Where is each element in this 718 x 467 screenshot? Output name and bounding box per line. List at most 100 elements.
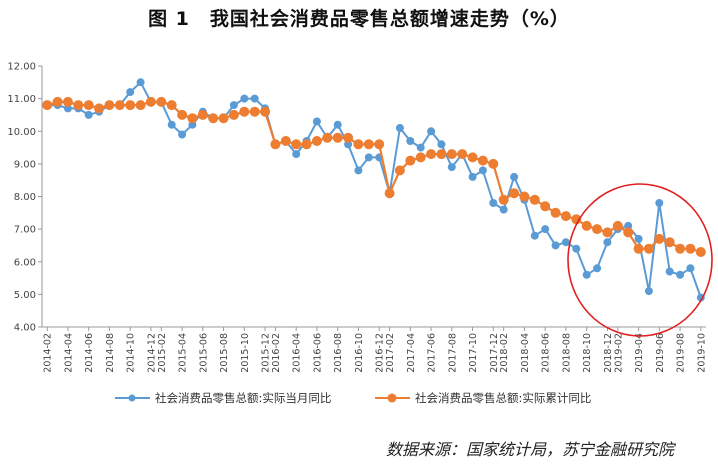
legend-label-cumulative: 社会消费品零售总额:实际累计同比 bbox=[415, 391, 591, 405]
data-point-monthly bbox=[665, 267, 674, 276]
y-tick-label: 8.00 bbox=[14, 192, 36, 203]
data-point-monthly bbox=[395, 124, 404, 132]
x-tick-label: 2017-02 bbox=[385, 333, 396, 373]
data-point-cumulative bbox=[519, 191, 530, 202]
x-tick-label: 2019-02 bbox=[613, 333, 624, 373]
data-point-cumulative bbox=[73, 100, 84, 111]
x-tick-label: 2014-04 bbox=[63, 333, 74, 373]
series-line-cumulative bbox=[46, 100, 702, 254]
data-point-cumulative bbox=[654, 233, 665, 244]
data-point-monthly bbox=[676, 270, 685, 279]
data-point-monthly bbox=[686, 264, 695, 273]
data-point-cumulative bbox=[291, 139, 302, 150]
data-point-monthly bbox=[292, 150, 301, 159]
y-tick-label: 5.00 bbox=[14, 290, 36, 301]
x-tick-label: 2018-10 bbox=[582, 333, 593, 373]
data-point-monthly bbox=[499, 205, 508, 214]
data-point-cumulative bbox=[374, 139, 385, 150]
series-monthly bbox=[43, 78, 705, 302]
x-tick-label: 2015-02 bbox=[157, 333, 168, 373]
legend-marker-monthly bbox=[128, 394, 136, 402]
data-point-cumulative bbox=[125, 100, 136, 111]
data-point-cumulative bbox=[623, 227, 634, 238]
x-tick-label: 2015-08 bbox=[219, 333, 230, 373]
x-tick-label: 2016-08 bbox=[333, 333, 344, 373]
data-point-monthly bbox=[551, 241, 560, 250]
data-point-cumulative bbox=[540, 201, 551, 212]
data-point-cumulative bbox=[560, 211, 571, 222]
data-point-cumulative bbox=[581, 220, 592, 231]
data-source-note: 数据来源：国家统计局，苏宁金融研究院 bbox=[385, 440, 674, 459]
data-point-cumulative bbox=[270, 139, 281, 150]
x-tick-label: 2015-12 bbox=[261, 333, 272, 373]
data-point-cumulative bbox=[477, 155, 488, 166]
data-point-cumulative bbox=[353, 139, 364, 150]
data-point-cumulative bbox=[218, 113, 229, 124]
x-tick-label: 2016-02 bbox=[271, 333, 282, 373]
data-point-monthly bbox=[593, 264, 602, 273]
legend-item-cumulative: 社会消费品零售总额:实际累计同比 bbox=[375, 391, 591, 405]
data-point-cumulative bbox=[415, 152, 426, 163]
data-point-cumulative bbox=[94, 103, 105, 114]
data-point-cumulative bbox=[426, 149, 437, 160]
legend-label-monthly: 社会消费品零售总额:实际当月同比 bbox=[155, 391, 331, 405]
y-tick-label: 12.00 bbox=[7, 62, 36, 73]
x-axis: 2014-02 2014-04 2014-06 2014-08 2014-10 2014-… bbox=[42, 326, 707, 373]
data-point-cumulative bbox=[332, 132, 343, 143]
x-tick-label: 2014-10 bbox=[126, 333, 137, 373]
data-point-cumulative bbox=[384, 188, 395, 199]
x-tick-label: 2015-04 bbox=[178, 333, 189, 373]
data-point-cumulative bbox=[280, 136, 291, 146]
x-tick-label: 2017-10 bbox=[468, 333, 479, 373]
data-point-cumulative bbox=[156, 96, 167, 107]
x-tick-label: 2018-06 bbox=[541, 333, 552, 373]
x-tick-label: 2014-08 bbox=[105, 333, 116, 373]
data-point-cumulative bbox=[166, 100, 177, 111]
data-point-cumulative bbox=[343, 132, 354, 143]
data-point-monthly bbox=[530, 231, 539, 240]
data-point-monthly bbox=[644, 287, 653, 296]
y-tick-label: 9.00 bbox=[14, 159, 36, 170]
data-point-cumulative bbox=[498, 194, 509, 205]
data-point-cumulative bbox=[509, 188, 520, 199]
x-tick-label: 2019-06 bbox=[655, 333, 666, 373]
data-point-cumulative bbox=[550, 207, 561, 218]
data-point-cumulative bbox=[114, 100, 125, 111]
data-point-monthly bbox=[178, 130, 187, 139]
data-point-monthly bbox=[510, 172, 519, 181]
data-point-monthly bbox=[696, 293, 705, 302]
x-tick-label: 2019-10 bbox=[696, 333, 707, 373]
highlight-circle bbox=[567, 183, 713, 337]
data-point-monthly bbox=[468, 172, 477, 181]
data-point-monthly bbox=[312, 117, 321, 126]
data-point-cumulative bbox=[177, 109, 188, 120]
data-point-cumulative bbox=[685, 243, 696, 254]
x-tick-label: 2015-06 bbox=[198, 333, 209, 373]
data-point-monthly bbox=[634, 234, 643, 243]
x-tick-label: 2016-04 bbox=[292, 333, 303, 373]
data-point-cumulative bbox=[467, 152, 478, 163]
data-point-cumulative bbox=[311, 136, 322, 146]
data-point-cumulative bbox=[228, 109, 239, 120]
data-point-cumulative bbox=[197, 109, 208, 120]
x-tick-label: 2016-10 bbox=[354, 333, 365, 373]
data-point-cumulative bbox=[145, 96, 156, 107]
data-point-monthly bbox=[478, 166, 487, 175]
data-point-monthly bbox=[364, 153, 373, 162]
series-line-monthly bbox=[47, 81, 702, 298]
data-point-cumulative bbox=[675, 243, 686, 254]
data-point-cumulative bbox=[239, 106, 250, 117]
data-point-monthly bbox=[603, 238, 612, 247]
data-point-monthly bbox=[655, 199, 664, 207]
x-tick-label: 2018-02 bbox=[499, 333, 510, 373]
data-point-cumulative bbox=[62, 96, 73, 107]
data-point-monthly bbox=[240, 94, 249, 103]
data-point-cumulative bbox=[602, 227, 613, 238]
data-point-cumulative bbox=[135, 100, 146, 111]
data-point-cumulative bbox=[260, 106, 271, 117]
chart-title: 图 1 我国社会消费品零售总额增速走势（%） bbox=[148, 8, 570, 30]
data-point-cumulative bbox=[104, 100, 115, 111]
x-tick-label: 2014-02 bbox=[43, 333, 54, 373]
data-point-cumulative bbox=[643, 243, 654, 254]
x-tick-label: 2014-12 bbox=[146, 333, 157, 373]
